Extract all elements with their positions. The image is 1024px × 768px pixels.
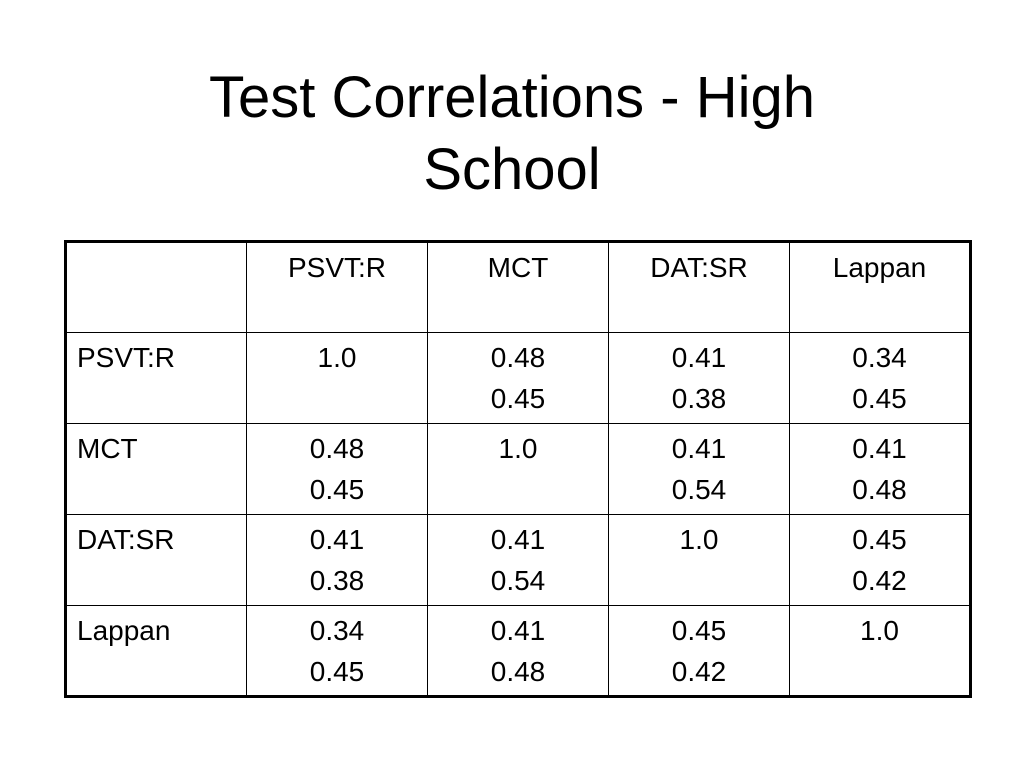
cell-value: 0.54	[490, 565, 546, 596]
cell-value: 0.45	[490, 383, 546, 414]
table-cell: 0.45 0.42	[608, 605, 790, 697]
table-cell: 0.48 0.45	[427, 332, 609, 424]
table-cell: 0.34 0.45	[246, 605, 428, 697]
table-row: Lappan 0.34 0.45 0.41 0.48 0.45 0.42 1.0	[65, 605, 971, 697]
cell-value: 1.0	[860, 615, 899, 646]
cell-value: 0.48	[852, 474, 907, 505]
table-row: PSVT:R 1.0 0.48 0.45 0.41 0.38 0.34 0.45	[65, 332, 971, 424]
cell-value: 0.41	[490, 615, 546, 646]
column-header: DAT:SR	[608, 241, 790, 333]
table-corner-cell	[65, 241, 247, 333]
cell-value: 0.48	[490, 656, 546, 687]
cell-value: 0.45	[671, 615, 727, 646]
column-header: PSVT:R	[246, 241, 428, 333]
table-row: MCT 0.48 0.45 1.0 0.41 0.54 0.41 0.48	[65, 423, 971, 515]
table-cell: 0.41 0.54	[427, 514, 609, 606]
cell-value: 1.0	[317, 342, 357, 373]
table-cell: 0.34 0.45	[789, 332, 971, 424]
cell-value: 0.41	[852, 433, 907, 464]
slide-title-line-1: Test Correlations - High	[209, 65, 815, 130]
table-cell: 0.48 0.45	[246, 423, 428, 515]
correlation-table: PSVT:R MCT DAT:SR Lappan PSVT:R 1.0 0.48…	[64, 240, 972, 698]
cell-value: 0.45	[309, 474, 365, 505]
cell-value: 0.41	[671, 433, 727, 464]
slide-title: Test Correlations - High School	[0, 62, 1024, 206]
cell-value: 1.0	[498, 433, 538, 464]
table-cell: 0.41 0.38	[608, 332, 790, 424]
row-header: Lappan	[65, 605, 247, 697]
cell-value: 0.38	[309, 565, 365, 596]
table-cell: 0.41 0.48	[427, 605, 609, 697]
table-cell: 0.45 0.42	[789, 514, 971, 606]
cell-value: 0.41	[309, 524, 365, 555]
cell-value: 0.45	[852, 383, 907, 414]
cell-value: 0.38	[671, 383, 727, 414]
table-cell: 1.0	[246, 332, 428, 424]
cell-value: 1.0	[679, 524, 719, 555]
table-cell: 0.41 0.54	[608, 423, 790, 515]
table-row: DAT:SR 0.41 0.38 0.41 0.54 1.0 0.45 0.42	[65, 514, 971, 606]
row-header: PSVT:R	[65, 332, 247, 424]
column-header: Lappan	[789, 241, 971, 333]
row-header: MCT	[65, 423, 247, 515]
cell-value: 0.41	[671, 342, 727, 373]
column-header: MCT	[427, 241, 609, 333]
table-cell: 1.0	[427, 423, 609, 515]
cell-value: 0.41	[490, 524, 546, 555]
table-cell: 1.0	[789, 605, 971, 697]
cell-value: 0.48	[490, 342, 546, 373]
table-header-row: PSVT:R MCT DAT:SR Lappan	[65, 241, 971, 333]
slide-title-line-2: School	[423, 137, 601, 202]
table-cell: 1.0	[608, 514, 790, 606]
table-cell: 0.41 0.38	[246, 514, 428, 606]
table-cell: 0.41 0.48	[789, 423, 971, 515]
cell-value: 0.45	[852, 524, 907, 555]
cell-value: 0.54	[671, 474, 727, 505]
cell-value: 0.48	[309, 433, 365, 464]
cell-value: 0.45	[309, 656, 365, 687]
cell-value: 0.34	[309, 615, 365, 646]
cell-value: 0.42	[671, 656, 727, 687]
row-header: DAT:SR	[65, 514, 247, 606]
cell-value: 0.34	[852, 342, 907, 373]
cell-value: 0.42	[852, 565, 907, 596]
